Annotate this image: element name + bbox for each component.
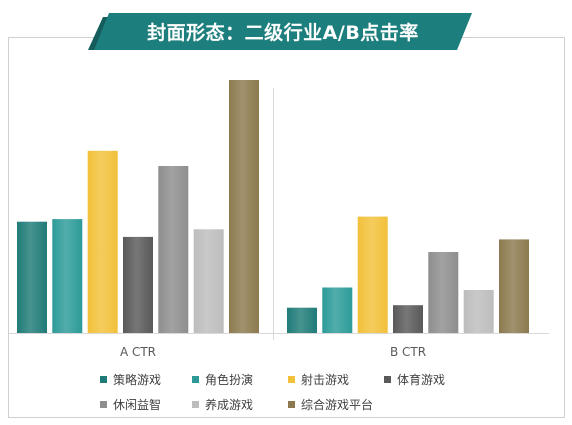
legend-swatch: [288, 401, 295, 408]
bar-b-ctr-series-6: [463, 290, 494, 333]
legend-label: 综合游戏平台: [301, 398, 374, 412]
legend-label: 体育游戏: [397, 373, 446, 387]
title-banner: 封面形态：二级行业A/B点击率: [94, 13, 472, 50]
legend-swatch: [100, 401, 107, 408]
bar-a-ctr-series-4: [123, 236, 153, 333]
legend-label: 射击游戏: [301, 373, 350, 387]
legend-label: 休闲益智: [113, 398, 162, 412]
category-label: A CTR: [120, 345, 156, 359]
bar-b-ctr-series-1: [287, 307, 317, 333]
legend-item-shooter: 射击游戏: [288, 367, 384, 392]
legend-label: 策略游戏: [113, 373, 162, 387]
bar-a-ctr-series-5: [158, 166, 189, 333]
legend-item-platform: 综合游戏平台: [288, 392, 384, 417]
bar-a-ctr-series-3: [87, 150, 118, 333]
legend-swatch: [192, 376, 199, 383]
bar-chart: A CTR B CTR: [9, 80, 549, 359]
legend-swatch: [100, 376, 107, 383]
legend-label: 角色扮演: [205, 373, 254, 387]
bar-a-ctr-series-6: [193, 229, 224, 333]
bar-b-ctr-series-2: [322, 287, 353, 333]
bar-b-ctr-series-3: [357, 216, 388, 333]
legend-item-raising: 养成游戏: [192, 392, 288, 417]
legend: 策略游戏 角色扮演 射击游戏 体育游戏 休闲益智 养成游戏 综合游戏平台: [100, 367, 480, 417]
legend-swatch: [288, 376, 295, 383]
legend-label: 养成游戏: [205, 398, 254, 412]
category-label: B CTR: [390, 345, 426, 359]
legend-item-casual-puzzle: 休闲益智: [100, 392, 192, 417]
legend-swatch: [384, 376, 391, 383]
legend-swatch: [192, 401, 199, 408]
legend-item-strategy: 策略游戏: [100, 367, 192, 392]
bar-a-ctr-series-2: [52, 219, 83, 333]
legend-item-sports: 体育游戏: [384, 367, 480, 392]
bar-a-ctr-series-1: [17, 221, 47, 333]
legend-item-rpg: 角色扮演: [192, 367, 288, 392]
bar-b-ctr-series-7: [499, 239, 529, 333]
bar-b-ctr-series-5: [428, 252, 459, 333]
chart-title: 封面形态：二级行业A/B点击率: [147, 22, 419, 44]
bar-b-ctr-series-4: [393, 305, 423, 333]
bar-a-ctr-series-7: [229, 80, 259, 333]
